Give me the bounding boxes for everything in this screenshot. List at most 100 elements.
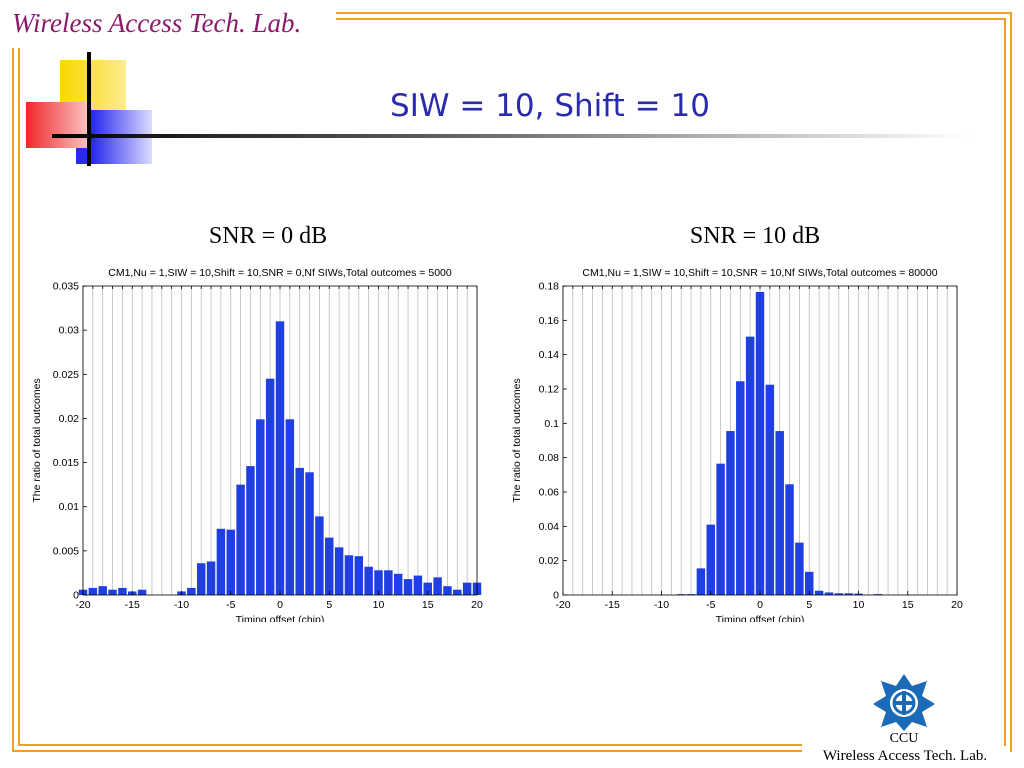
bar — [354, 556, 364, 595]
bar — [834, 593, 844, 595]
bar — [413, 575, 423, 595]
bar — [374, 570, 383, 595]
histogram-chart-snr-0: -20 -15 -10 -5 0 5 10 15 20 0 0.005 0.01 0.015 0.02 0.… — [31, 267, 483, 622]
bar — [88, 587, 98, 595]
bar — [873, 594, 883, 595]
y-tick-label: 0.005 — [53, 545, 79, 557]
bar — [462, 582, 472, 595]
bar — [814, 590, 824, 595]
bar — [256, 419, 265, 595]
deco-vertical-line — [87, 52, 91, 166]
y-tick-label: 0.015 — [53, 457, 79, 469]
bar — [775, 431, 784, 595]
x-tick-label: 5 — [806, 599, 812, 611]
bar — [236, 484, 245, 595]
x-axis-label: Timing offset (chip) — [236, 614, 325, 622]
bar — [403, 579, 413, 595]
bar — [108, 589, 117, 595]
frame-bottom-outer — [12, 750, 802, 752]
bar — [246, 466, 255, 595]
bar — [364, 566, 373, 595]
bar — [187, 587, 196, 595]
y-tick-label: 0.02 — [539, 555, 560, 567]
bar — [736, 381, 745, 595]
title-underline — [52, 134, 970, 138]
bar — [384, 570, 393, 595]
y-axis-label: The ratio of total outcomes — [31, 378, 43, 502]
x-tick-label: -15 — [125, 599, 140, 611]
bar — [716, 463, 725, 595]
bar — [275, 321, 285, 595]
x-tick-label: 0 — [277, 599, 283, 611]
y-tick-label: 0.14 — [539, 349, 560, 361]
lab-title: Wireless Access Tech. Lab. — [12, 8, 302, 38]
y-tick-label: 0.04 — [539, 521, 560, 533]
bar — [393, 573, 403, 595]
bar — [696, 568, 706, 595]
x-tick-label: 20 — [951, 599, 963, 611]
y-tick-label: 0 — [553, 590, 559, 602]
panel-heading-snr-10: SNR = 10 dB — [689, 223, 821, 249]
bar — [676, 594, 686, 595]
x-tick-label: 10 — [373, 599, 385, 611]
bar — [844, 593, 853, 595]
bar — [765, 384, 775, 595]
x-tick-label: 15 — [422, 599, 434, 611]
panel-heading-snr-0: SNR = 0 dB — [208, 223, 328, 249]
bar — [443, 586, 452, 595]
y-tick-label: 0.03 — [59, 325, 80, 337]
y-tick-label: 0.025 — [53, 369, 79, 381]
frame-right-inner — [1004, 18, 1006, 746]
ccu-emblem-icon — [873, 674, 935, 731]
bar — [745, 336, 755, 595]
bar — [755, 292, 765, 595]
bar — [433, 577, 442, 595]
bar — [305, 472, 314, 595]
x-tick-label: -10 — [654, 599, 669, 611]
y-tick-label: 0.16 — [539, 315, 560, 327]
y-axis-label: The ratio of total outcomes — [511, 378, 523, 502]
bar — [118, 587, 127, 595]
bar — [824, 592, 834, 595]
frame-left-outer — [12, 48, 14, 752]
bar — [423, 582, 432, 595]
bar — [805, 571, 814, 595]
bar — [726, 431, 735, 595]
bar — [315, 516, 324, 595]
y-tick-label: 0.035 — [53, 281, 79, 293]
slide-title: SIW = 10, Shift = 10 — [390, 88, 710, 124]
y-tick-label: 0.18 — [539, 281, 560, 293]
frame-left-inner — [18, 48, 20, 746]
frame-bottom-inner — [18, 744, 802, 746]
bar — [206, 561, 216, 595]
chart-title: CM1,Nu = 1,SIW = 10,Shift = 10,SNR = 0,N… — [108, 267, 452, 279]
bar — [334, 547, 344, 595]
bar — [686, 594, 696, 595]
y-tick-label: 0.06 — [539, 487, 560, 499]
bar — [226, 529, 235, 595]
x-axis-label: Timing offset (chip) — [716, 614, 805, 622]
bar — [325, 537, 334, 595]
y-tick-label: 0.12 — [539, 384, 560, 396]
bar — [344, 555, 354, 595]
x-tick-label: -20 — [555, 599, 570, 611]
footer-ccu: CCU — [889, 731, 919, 746]
bar — [137, 589, 147, 595]
x-tick-label: 15 — [902, 599, 914, 611]
x-tick-label: -15 — [605, 599, 620, 611]
bar — [453, 589, 462, 595]
x-tick-label: -5 — [226, 599, 235, 611]
frame-top-outer — [336, 12, 1012, 14]
x-tick-label: -10 — [174, 599, 189, 611]
histogram-chart-snr-10: -20 -15 -10 -5 0 5 10 15 20 0 0.02 0.04 0.06 0.08 0.1 0… — [511, 267, 963, 622]
y-tick-label: 0.08 — [539, 452, 560, 464]
x-tick-label: -20 — [75, 599, 90, 611]
x-tick-label: -5 — [706, 599, 715, 611]
bar — [795, 542, 804, 595]
bar — [216, 528, 226, 595]
bar — [285, 419, 295, 595]
x-tick-label: 10 — [853, 599, 865, 611]
bar — [785, 484, 794, 595]
x-tick-label: 20 — [471, 599, 483, 611]
footer-lab-name: Wireless Access Tech. Lab. — [822, 748, 988, 764]
